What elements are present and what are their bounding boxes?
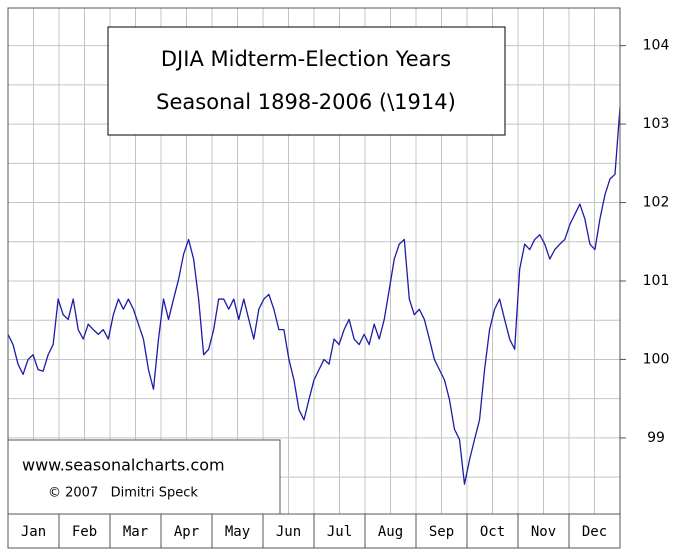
y-tick-label: 102	[643, 195, 670, 211]
credit-url: www.seasonalcharts.com	[22, 456, 225, 475]
x-tick-label: Apr	[174, 524, 199, 540]
credit-author: © 2007 Dimitri Speck	[48, 486, 198, 501]
x-tick-label: Feb	[72, 524, 97, 540]
y-tick-label: 104	[643, 38, 670, 54]
y-tick-label: 103	[643, 116, 670, 132]
y-tick-label: 99	[647, 430, 665, 446]
x-tick-label: Jan	[21, 524, 46, 540]
data-line	[7, 107, 621, 485]
title-box	[107, 26, 506, 136]
x-tick-label: Dec	[582, 524, 607, 540]
x-tick-label: Aug	[378, 524, 403, 540]
x-tick-label: Oct	[480, 524, 505, 540]
credit-box	[7, 439, 281, 515]
x-tick-label: May	[225, 524, 250, 540]
marks	[7, 107, 621, 485]
x-tick-label: Jun	[276, 524, 301, 540]
chart-title: Seasonal 1898-2006 (\1914)	[156, 90, 456, 114]
x-tick-label: Jul	[327, 524, 352, 540]
x-tick-label: Mar	[123, 524, 148, 540]
x-tick-label: Sep	[429, 524, 454, 540]
y-tick-label: 101	[643, 273, 670, 289]
x-tick-label: Nov	[531, 524, 556, 540]
chart-title: DJIA Midterm-Election Years	[161, 47, 451, 71]
y-tick-label: 100	[643, 351, 670, 367]
